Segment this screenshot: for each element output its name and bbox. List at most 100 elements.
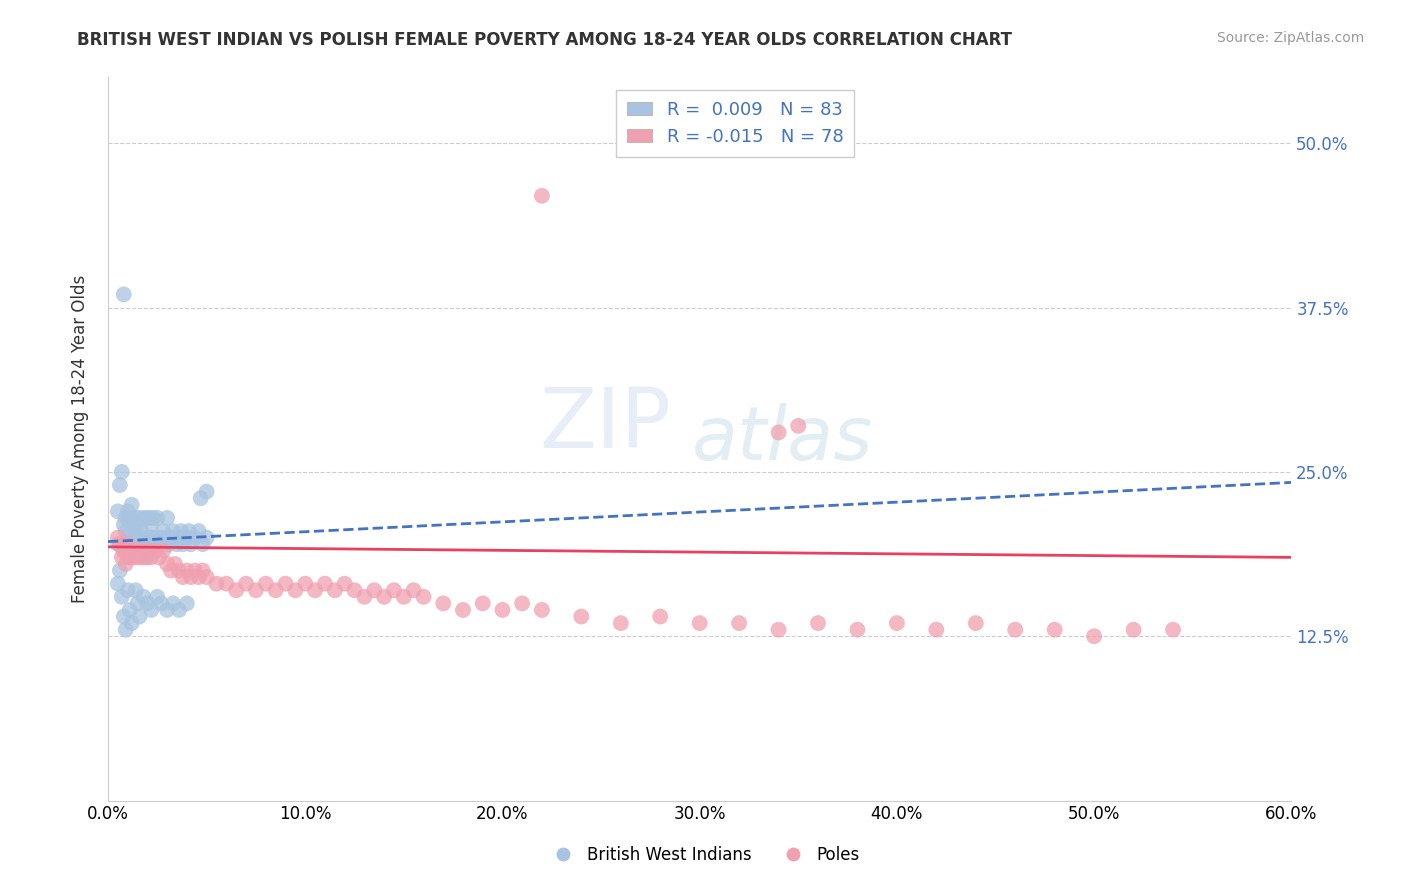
Point	[136, 511, 159, 525]
Point	[112, 609, 135, 624]
Point	[121, 498, 143, 512]
Point	[768, 623, 790, 637]
Point	[160, 531, 183, 545]
Point	[107, 537, 129, 551]
Point	[142, 511, 165, 525]
Point	[787, 418, 810, 433]
Point	[172, 537, 194, 551]
Point	[138, 531, 160, 545]
Point	[114, 511, 136, 525]
Point	[184, 531, 207, 545]
Point	[118, 603, 141, 617]
Y-axis label: Female Poverty Among 18-24 Year Olds: Female Poverty Among 18-24 Year Olds	[72, 275, 89, 603]
Point	[402, 583, 425, 598]
Point	[141, 517, 163, 532]
Point	[112, 287, 135, 301]
Point	[132, 531, 155, 545]
Point	[146, 511, 169, 525]
Point	[112, 543, 135, 558]
Point	[373, 590, 395, 604]
Point	[118, 537, 141, 551]
Point	[191, 564, 214, 578]
Legend: British West Indians, Poles: British West Indians, Poles	[540, 839, 866, 871]
Point	[1043, 623, 1066, 637]
Point	[166, 537, 188, 551]
Point	[190, 491, 212, 506]
Point	[124, 543, 146, 558]
Point	[284, 583, 307, 598]
Point	[491, 603, 513, 617]
Point	[172, 570, 194, 584]
Point	[530, 188, 553, 202]
Point	[264, 583, 287, 598]
Point	[176, 531, 198, 545]
Point	[195, 570, 218, 584]
Point	[225, 583, 247, 598]
Point	[141, 550, 163, 565]
Point	[363, 583, 385, 598]
Point	[127, 537, 149, 551]
Point	[128, 511, 150, 525]
Point	[195, 531, 218, 545]
Point	[187, 524, 209, 538]
Point	[117, 531, 139, 545]
Point	[1083, 629, 1105, 643]
Point	[294, 576, 316, 591]
Point	[121, 524, 143, 538]
Point	[122, 517, 145, 532]
Point	[304, 583, 326, 598]
Point	[768, 425, 790, 440]
Point	[112, 543, 135, 558]
Point	[136, 550, 159, 565]
Point	[569, 609, 592, 624]
Point	[152, 543, 174, 558]
Point	[163, 557, 186, 571]
Point	[187, 570, 209, 584]
Point	[107, 531, 129, 545]
Point	[141, 537, 163, 551]
Point	[205, 576, 228, 591]
Point	[157, 537, 180, 551]
Point	[138, 511, 160, 525]
Point	[215, 576, 238, 591]
Point	[530, 603, 553, 617]
Point	[333, 576, 356, 591]
Point	[134, 550, 156, 565]
Point	[610, 616, 633, 631]
Point	[142, 531, 165, 545]
Point	[176, 596, 198, 610]
Point	[167, 603, 190, 617]
Point	[127, 517, 149, 532]
Text: atlas: atlas	[692, 403, 873, 475]
Point	[176, 564, 198, 578]
Point	[117, 504, 139, 518]
Point	[245, 583, 267, 598]
Point	[122, 550, 145, 565]
Point	[167, 564, 190, 578]
Point	[156, 603, 179, 617]
Point	[131, 537, 153, 551]
Point	[150, 531, 173, 545]
Point	[132, 590, 155, 604]
Point	[170, 524, 193, 538]
Point	[148, 550, 170, 565]
Point	[274, 576, 297, 591]
Point	[146, 531, 169, 545]
Text: Source: ZipAtlas.com: Source: ZipAtlas.com	[1216, 31, 1364, 45]
Point	[191, 537, 214, 551]
Point	[107, 504, 129, 518]
Point	[141, 603, 163, 617]
Point	[153, 537, 176, 551]
Point	[886, 616, 908, 631]
Point	[160, 564, 183, 578]
Point	[124, 583, 146, 598]
Text: ZIP: ZIP	[538, 384, 671, 465]
Point	[122, 537, 145, 551]
Point	[114, 557, 136, 571]
Point	[127, 596, 149, 610]
Point	[136, 543, 159, 558]
Point	[846, 623, 869, 637]
Legend: R =  0.009   N = 83, R = -0.015   N = 78: R = 0.009 N = 83, R = -0.015 N = 78	[616, 90, 855, 157]
Point	[156, 511, 179, 525]
Point	[128, 543, 150, 558]
